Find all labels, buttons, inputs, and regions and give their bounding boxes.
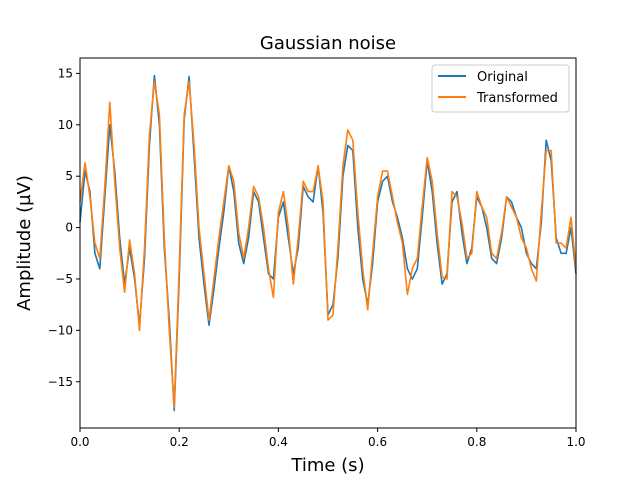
series-line-original: [79, 74, 577, 412]
legend-box: [431, 64, 570, 113]
x-tick-label: 0.4: [269, 435, 288, 449]
y-tick-label: 15: [58, 66, 73, 80]
x-tick-label: 0.8: [467, 435, 486, 449]
axes-frame: [79, 57, 577, 429]
y-tick-label: 0: [65, 221, 73, 235]
x-tick-label: 0.2: [170, 435, 189, 449]
series-line-transformed: [79, 80, 577, 409]
x-axis: 0.0 0.2 0.4 0.6 0.8 1.0: [70, 428, 586, 449]
y-tick-label: 5: [65, 169, 73, 183]
legend-label-original: Original: [477, 70, 528, 85]
x-tick-label: 0.6: [368, 435, 387, 449]
x-axis-label: Time (s): [290, 455, 364, 476]
chart-title: Gaussian noise: [260, 33, 396, 54]
legend: Original Transformed: [431, 64, 570, 113]
y-axis-label: Amplitude (µV): [14, 175, 35, 311]
x-tick-label: 0.0: [70, 435, 89, 449]
y-tick-label: −5: [55, 272, 73, 286]
x-tick-label: 1.0: [566, 435, 585, 449]
y-tick-label: −10: [48, 323, 73, 337]
legend-label-transformed: Transformed: [476, 91, 558, 106]
y-tick-label: 10: [58, 118, 73, 132]
y-axis: 15 10 5 0 −5 −10 −15: [48, 66, 80, 389]
plot-area: [79, 74, 577, 412]
y-tick-label: −15: [48, 375, 73, 389]
